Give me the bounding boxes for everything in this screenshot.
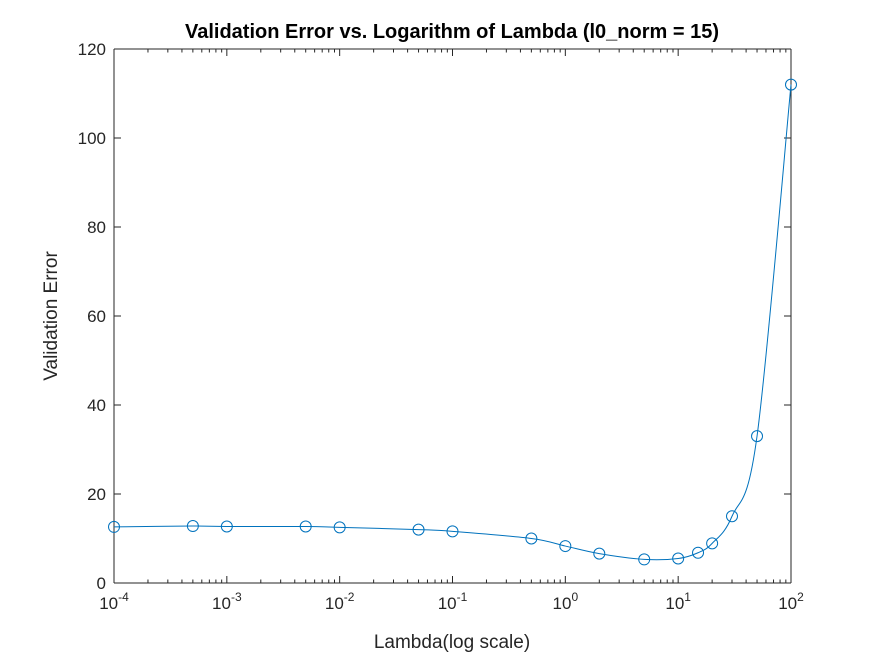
data-point (186, 520, 199, 533)
x-minor-ticks (147, 49, 787, 583)
x-ticks (113, 49, 792, 583)
data-point (638, 553, 651, 566)
y-tick-labels: 0 20 40 60 80 100 120 (78, 40, 106, 593)
y-axis-label: Validation Error (41, 251, 62, 381)
y-tick-label: 0 (97, 574, 106, 593)
data-point (593, 547, 606, 560)
series-line (113, 84, 792, 561)
y-tick-label: 100 (78, 129, 106, 148)
data-point (220, 520, 233, 533)
data-point (412, 523, 425, 536)
data-point (525, 532, 538, 545)
data-point (299, 520, 312, 533)
y-tick-label: 40 (87, 396, 106, 415)
x-tick-label: 10-2 (325, 590, 355, 613)
x-tick-labels: 10-4 10-3 10-2 10-1 100 101 102 (99, 590, 804, 613)
x-tick-label: 101 (665, 590, 691, 613)
data-point (672, 552, 685, 565)
y-tick-label: 80 (87, 218, 106, 237)
x-axis-label: Lambda(log scale) (374, 632, 530, 653)
x-tick-label: 10-1 (438, 590, 468, 613)
y-ticks (114, 48, 791, 584)
data-point (446, 525, 459, 538)
chart-title: Validation Error vs. Logarithm of Lambda… (185, 21, 719, 43)
data-point (692, 546, 705, 559)
series-group (108, 78, 797, 566)
x-tick-label: 10-4 (99, 590, 129, 613)
y-tick-label: 20 (87, 485, 106, 504)
x-tick-label: 10-3 (212, 590, 242, 613)
data-point (785, 78, 797, 91)
plot-background (114, 49, 791, 583)
data-point (333, 521, 346, 534)
x-tick-label: 100 (553, 590, 579, 613)
x-tick-label: 102 (778, 590, 804, 613)
data-point (706, 537, 719, 550)
data-point (108, 520, 120, 533)
data-point (559, 540, 572, 553)
y-tick-label: 120 (78, 40, 106, 59)
data-point (751, 430, 764, 443)
y-tick-label: 60 (87, 307, 106, 326)
data-point (726, 510, 739, 523)
